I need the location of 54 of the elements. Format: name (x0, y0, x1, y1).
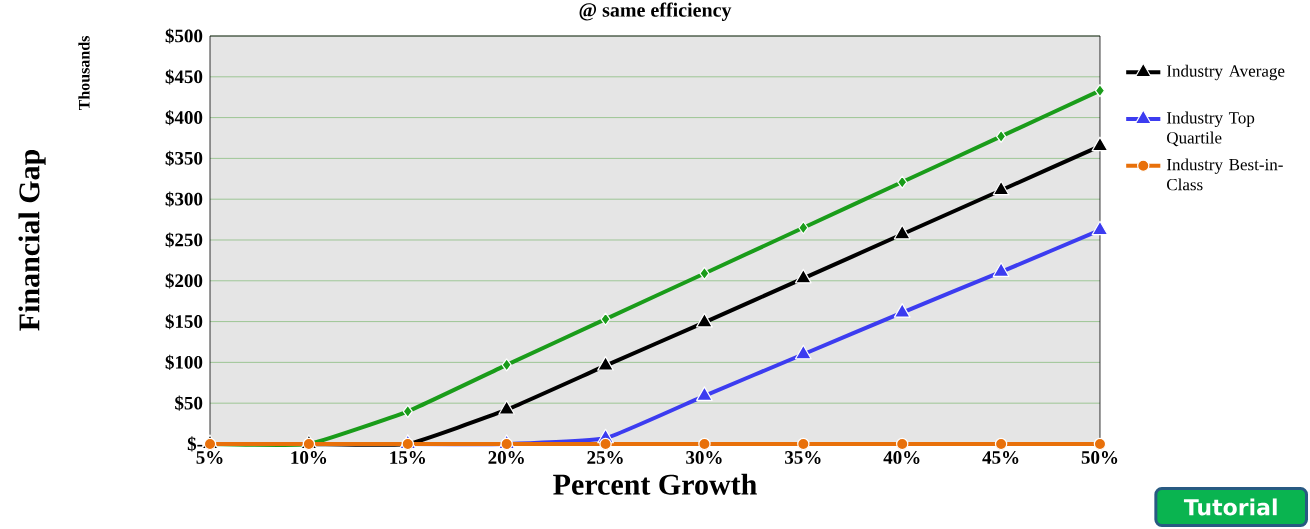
point (897, 175, 908, 189)
x-axis-title: Percent Growth (553, 473, 757, 495)
point (600, 312, 611, 326)
point (798, 221, 809, 235)
legend-label: Industry Best-in-Class (1166, 158, 1283, 191)
point (794, 268, 812, 284)
legend-label: Industry Top Quartile (1166, 111, 1255, 147)
x-tick-label: 15% (390, 451, 425, 464)
y-tick-label: $250 (165, 232, 203, 248)
point (1093, 437, 1107, 451)
point (696, 386, 713, 401)
x-tick-label: 45% (982, 451, 1019, 464)
point (992, 180, 1010, 196)
y-tick-label: $100 (165, 354, 203, 370)
y-tick-label: $300 (165, 191, 203, 207)
point (498, 400, 516, 415)
point (597, 356, 614, 371)
y-axis-title: Financial Gap (18, 149, 46, 331)
y-tick-label: $350 (165, 150, 203, 166)
text: Thousands (78, 36, 90, 111)
x-tick-label: 10% (291, 451, 327, 464)
point (893, 303, 911, 318)
point (794, 344, 812, 360)
point (501, 358, 512, 372)
point (698, 437, 711, 451)
y-tick-label: $50 (175, 395, 203, 411)
y-tick-label: $450 (165, 69, 203, 85)
point (896, 437, 909, 451)
point (797, 437, 810, 451)
x-tick-label: 35% (785, 451, 821, 464)
x-tick-label: 25% (587, 451, 623, 464)
y-tick-label: $- (187, 436, 203, 452)
point (1091, 136, 1109, 152)
chart-title: @ same efficiency (579, 2, 732, 21)
point (995, 129, 1007, 143)
point (599, 437, 612, 451)
point (699, 266, 710, 281)
y-tick-label: $500 (165, 28, 203, 44)
y-tick-label: $400 (165, 109, 203, 126)
point (1091, 220, 1109, 236)
x-tick-label: 5% (196, 451, 223, 464)
x-tick-label: 20% (488, 451, 524, 464)
y-tick-label: $200 (165, 273, 203, 289)
point (994, 437, 1008, 451)
point (402, 404, 413, 418)
x-tick-label: 50% (1081, 451, 1118, 464)
x-tick-label: 30% (686, 451, 722, 464)
text: Tutorial (1183, 498, 1277, 516)
x-tick-label: 40% (883, 451, 920, 464)
legend-label: Industry Average (1166, 64, 1285, 81)
point (893, 224, 911, 240)
point (992, 262, 1010, 277)
point (696, 312, 713, 328)
y-tick-label: $150 (165, 313, 203, 330)
